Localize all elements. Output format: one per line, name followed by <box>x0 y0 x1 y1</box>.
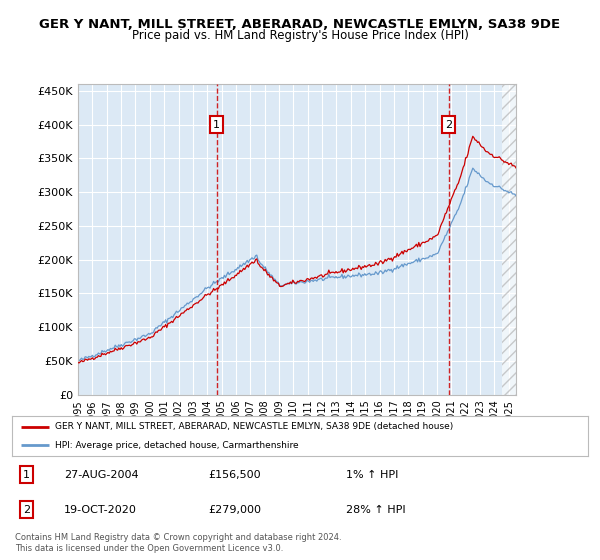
Text: HPI: Average price, detached house, Carmarthenshire: HPI: Average price, detached house, Carm… <box>55 441 299 450</box>
Text: 1: 1 <box>23 470 30 479</box>
Text: Contains HM Land Registry data © Crown copyright and database right 2024.: Contains HM Land Registry data © Crown c… <box>15 533 341 542</box>
Text: 2: 2 <box>445 119 452 129</box>
Text: 28% ↑ HPI: 28% ↑ HPI <box>346 505 406 515</box>
Text: Price paid vs. HM Land Registry's House Price Index (HPI): Price paid vs. HM Land Registry's House … <box>131 29 469 42</box>
Text: GER Y NANT, MILL STREET, ABERARAD, NEWCASTLE EMLYN, SA38 9DE: GER Y NANT, MILL STREET, ABERARAD, NEWCA… <box>40 18 560 31</box>
Bar <box>502 57 516 395</box>
Text: GER Y NANT, MILL STREET, ABERARAD, NEWCASTLE EMLYN, SA38 9DE (detached house): GER Y NANT, MILL STREET, ABERARAD, NEWCA… <box>55 422 454 431</box>
Text: 1: 1 <box>213 119 220 129</box>
Text: £156,500: £156,500 <box>208 470 260 479</box>
Text: 19-OCT-2020: 19-OCT-2020 <box>64 505 137 515</box>
Text: 27-AUG-2004: 27-AUG-2004 <box>64 470 139 479</box>
Text: 2: 2 <box>23 505 30 515</box>
Text: 1% ↑ HPI: 1% ↑ HPI <box>346 470 398 479</box>
Text: This data is licensed under the Open Government Licence v3.0.: This data is licensed under the Open Gov… <box>15 544 283 553</box>
Text: £279,000: £279,000 <box>208 505 261 515</box>
